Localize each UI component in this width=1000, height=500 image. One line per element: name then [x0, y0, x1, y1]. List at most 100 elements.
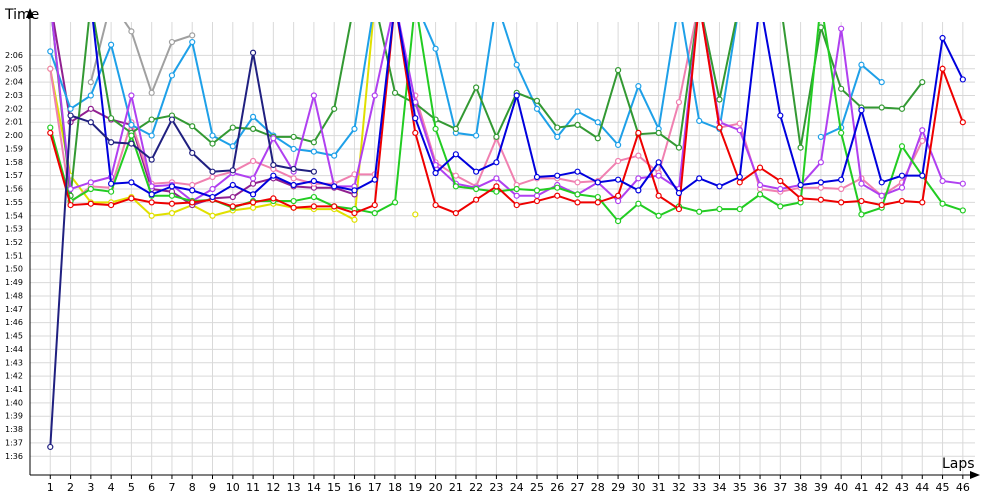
plot-area — [47, 22, 966, 451]
point — [290, 175, 297, 182]
point — [655, 129, 662, 137]
point — [290, 181, 297, 189]
series-line — [92, 22, 964, 199]
point — [594, 179, 601, 186]
point — [108, 180, 115, 187]
point — [736, 120, 743, 127]
y-tick-label: 1:52 — [5, 238, 23, 247]
point — [736, 179, 743, 186]
point — [533, 105, 541, 112]
x-tick-label: 19 — [408, 481, 422, 494]
point — [249, 180, 257, 187]
y-tick-label: 1:36 — [5, 452, 23, 461]
point — [452, 125, 459, 133]
point — [838, 129, 845, 137]
point — [270, 195, 277, 202]
point — [655, 172, 662, 179]
point — [513, 201, 520, 209]
y-tick-label: 1:44 — [5, 345, 23, 354]
point — [331, 152, 338, 159]
x-tick-label: 2 — [67, 481, 74, 494]
x-tick-label: 30 — [631, 481, 645, 494]
y-tick-label: 1:38 — [5, 425, 23, 434]
point — [290, 204, 297, 211]
y-tick-label: 1:56 — [5, 185, 23, 194]
point — [128, 28, 135, 35]
point — [858, 61, 865, 68]
x-tick-label: 6 — [148, 481, 155, 494]
point — [87, 79, 94, 86]
point — [898, 172, 906, 179]
point — [290, 197, 297, 205]
point — [229, 203, 236, 210]
point — [128, 92, 135, 99]
point — [513, 192, 520, 199]
x-axis-label: Laps — [942, 456, 975, 472]
point — [189, 38, 196, 46]
point — [554, 133, 561, 141]
point — [838, 176, 845, 183]
point — [108, 139, 115, 146]
point — [533, 97, 541, 104]
point — [939, 65, 946, 72]
point — [473, 84, 480, 91]
point — [229, 124, 236, 131]
x-tick-label: 12 — [266, 481, 280, 494]
point — [878, 79, 885, 86]
point — [919, 79, 926, 86]
x-tick-label: 10 — [226, 481, 240, 494]
point — [87, 105, 94, 112]
point — [817, 133, 824, 141]
point — [919, 127, 926, 134]
y-tick-label: 1:45 — [5, 332, 23, 341]
x-tick-label: 9 — [209, 481, 216, 494]
point — [310, 92, 318, 99]
x-tick-label: 21 — [449, 481, 463, 494]
point — [290, 165, 297, 173]
point — [108, 41, 115, 48]
point — [189, 181, 196, 189]
point — [777, 112, 784, 119]
point — [493, 133, 500, 141]
point — [574, 199, 581, 206]
point — [919, 199, 926, 206]
point — [249, 199, 257, 206]
point — [655, 159, 662, 166]
point — [209, 212, 216, 219]
point — [614, 141, 622, 149]
point — [493, 188, 500, 195]
series-line — [51, 22, 963, 203]
x-tick-label: 37 — [773, 481, 787, 494]
y-tick-label: 1:39 — [5, 412, 23, 421]
point — [209, 140, 216, 147]
point — [817, 196, 824, 203]
point — [635, 83, 642, 90]
point — [513, 92, 520, 99]
point — [189, 199, 196, 206]
series-line — [49, 52, 315, 447]
y-tick-label: 1:53 — [5, 225, 23, 234]
point — [249, 157, 257, 165]
point — [249, 175, 257, 182]
point — [168, 183, 176, 190]
x-tick-label: 23 — [489, 481, 503, 494]
point — [574, 121, 581, 128]
point — [67, 201, 74, 209]
x-tick-label: 15 — [327, 481, 341, 494]
point — [797, 144, 804, 151]
point — [47, 129, 54, 137]
point — [310, 148, 318, 155]
x-tick-label: 46 — [956, 481, 970, 494]
point — [696, 208, 703, 215]
point — [858, 197, 865, 205]
point — [614, 157, 622, 165]
x-tick-label: 42 — [875, 481, 889, 494]
x-tick-label: 11 — [246, 481, 260, 494]
point — [696, 117, 703, 124]
point — [878, 179, 885, 186]
point — [128, 121, 135, 128]
point — [533, 197, 541, 205]
x-tick-label: 17 — [368, 481, 382, 494]
point — [310, 193, 318, 201]
